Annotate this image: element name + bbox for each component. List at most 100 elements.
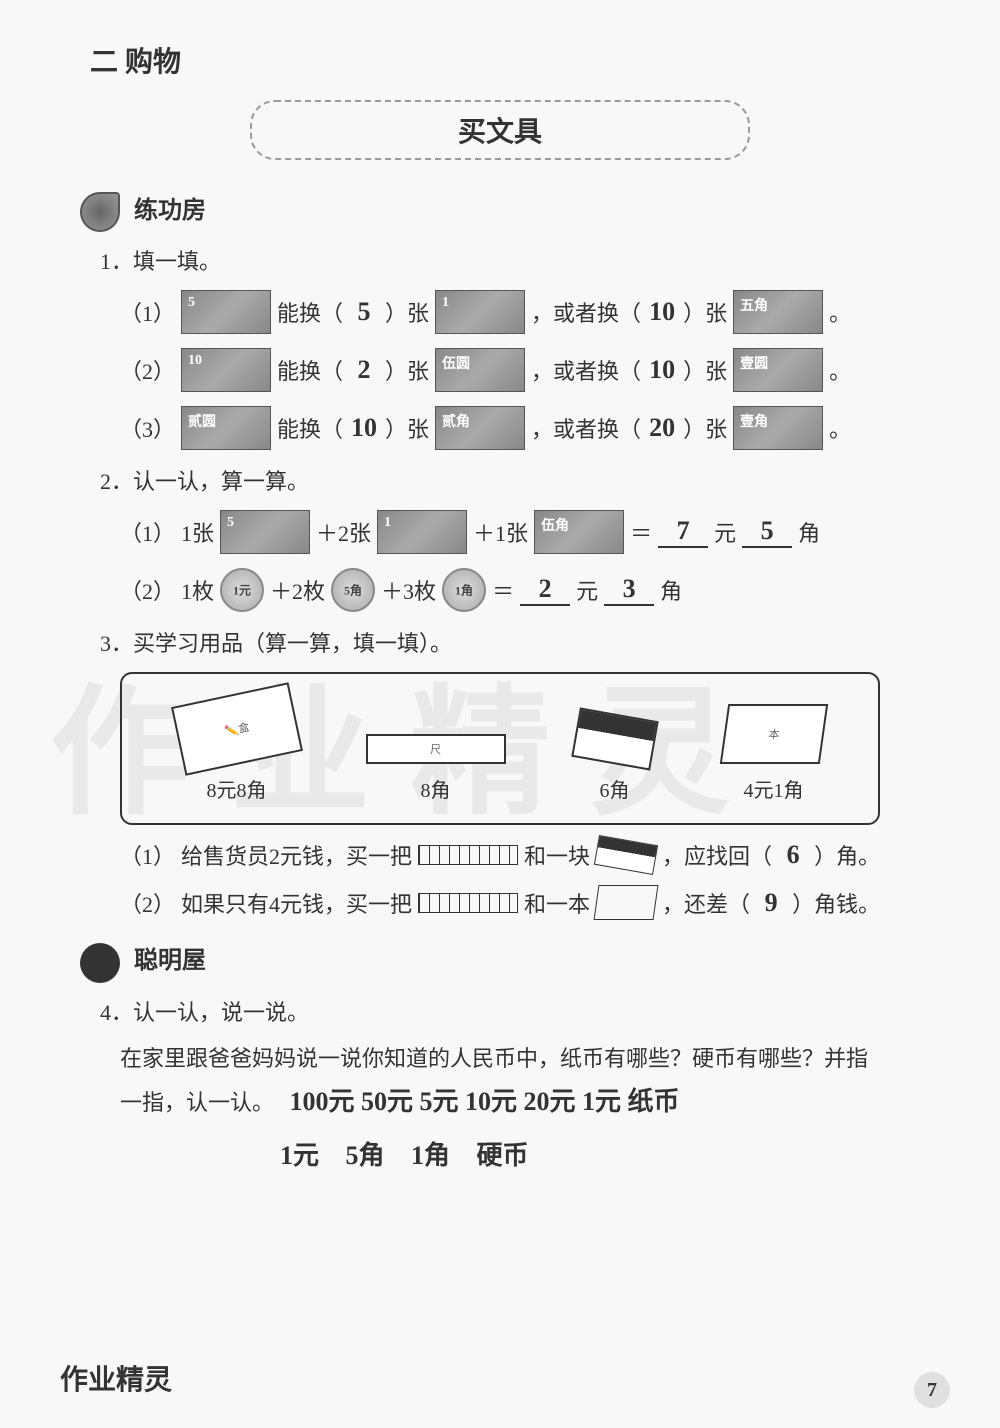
q1-stem: 1．填一填。	[100, 244, 940, 276]
text: 如果只有4元钱，买一把	[181, 887, 412, 919]
banknote-icon	[733, 290, 823, 334]
text: 和一块	[524, 839, 590, 871]
banknote-icon	[534, 510, 624, 554]
snail-icon	[80, 192, 120, 232]
text: ，应找回（	[662, 839, 772, 871]
text: 。	[829, 296, 851, 328]
q1-row-1: （1） 能换（ 5 ）张 ，或者换（ 10 ）张 。	[120, 290, 940, 334]
eraser-icon	[594, 836, 658, 876]
text: ）张	[683, 296, 727, 328]
coin-icon	[220, 568, 264, 612]
text: ＋2枚	[270, 574, 325, 606]
text: ＝	[630, 516, 652, 548]
unit: 元	[576, 574, 598, 606]
unit: 角	[660, 574, 682, 606]
items-box: ✏️盒 8元8角 尺 8角 6角 本 4元1角	[120, 672, 880, 825]
q1-r2-idx: （2）	[120, 354, 175, 386]
section-1-header: 练功房	[80, 190, 940, 232]
page-title: 买文具	[250, 100, 750, 160]
price: 8元8角	[177, 774, 297, 803]
text: ）张	[385, 412, 429, 444]
answer: 3	[604, 574, 654, 606]
q3-sub1: （1） 给售货员2元钱，买一把 和一块 ，应找回（ 6 ）角。	[120, 839, 940, 871]
banknote-icon	[181, 290, 271, 334]
book-icon: 本	[719, 704, 827, 764]
answer: 2	[349, 355, 379, 385]
text: 能换（	[277, 354, 343, 386]
banknote-icon	[733, 406, 823, 450]
answer: 5	[742, 516, 792, 548]
item-book: 本 4元1角	[724, 704, 824, 803]
answer: 10	[647, 355, 677, 385]
banknote-icon	[435, 406, 525, 450]
ruler-icon: 尺	[366, 734, 506, 764]
answer: 2	[520, 574, 570, 606]
text: 。	[829, 354, 851, 386]
text: ，或者换（	[531, 412, 641, 444]
banknote-icon	[435, 290, 525, 334]
text: 能换（	[277, 412, 343, 444]
q2-row-2: （2） 1枚 ＋2枚 ＋3枚 ＝ 2 元 3 角	[120, 568, 940, 612]
text: 和一本	[524, 887, 590, 919]
section-1-label: 练功房	[134, 198, 206, 224]
banknote-icon	[435, 348, 525, 392]
idx: （1）	[120, 839, 175, 871]
text: 。	[829, 412, 851, 444]
idx: （2）	[120, 887, 175, 919]
answer: 7	[658, 516, 708, 548]
answer: 10	[349, 413, 379, 443]
text: ，或者换（	[531, 296, 641, 328]
banknote-icon	[220, 510, 310, 554]
banknote-icon	[377, 510, 467, 554]
q2-row-1: （1） 1张 ＋2张 ＋1张 ＝ 7 元 5 角	[120, 510, 940, 554]
answer: 5	[349, 297, 379, 327]
q4-stem: 4．认一认，说一说。	[100, 995, 940, 1027]
banknote-icon	[181, 348, 271, 392]
price: 6角	[575, 774, 655, 803]
ruler-icon	[418, 845, 518, 865]
text: ＋2张	[316, 516, 371, 548]
text: ，还差（	[662, 887, 750, 919]
unit: 元	[714, 516, 736, 548]
text: ）角钱。	[792, 887, 880, 919]
text: 能换（	[277, 296, 343, 328]
q1-r3-idx: （3）	[120, 412, 175, 444]
text: ）张	[385, 354, 429, 386]
text: ）角。	[814, 839, 880, 871]
section-2-header: 聪明屋	[80, 940, 940, 982]
item-eraser: 6角	[575, 714, 655, 803]
price: 8角	[366, 774, 506, 803]
q1-r1-idx: （1）	[120, 296, 175, 328]
text: 1枚	[181, 574, 214, 606]
coin-icon	[442, 568, 486, 612]
chapter-title: 二 购物	[90, 40, 940, 80]
item-pencilcase: ✏️盒 8元8角	[177, 694, 297, 803]
banknote-icon	[733, 348, 823, 392]
ant-icon	[80, 943, 120, 983]
unit: 角	[798, 516, 820, 548]
q2-stem: 2．认一认，算一算。	[100, 464, 940, 496]
text: ＋3枚	[381, 574, 436, 606]
page-number: 7	[914, 1372, 950, 1408]
text: ）张	[683, 412, 727, 444]
answer: 10	[647, 297, 677, 327]
handwritten-answer-2: 1元 5角 1角 硬币	[280, 1135, 880, 1172]
text: ＋1张	[473, 516, 528, 548]
answer: 20	[647, 413, 677, 443]
idx: （1）	[120, 516, 175, 548]
book-icon	[594, 885, 659, 920]
text: ＝	[492, 574, 514, 606]
section-2-label: 聪明屋	[134, 948, 206, 974]
q3-stem: 3．买学习用品（算一算，填一填）。	[100, 626, 940, 658]
eraser-icon	[571, 708, 658, 771]
text: ）张	[683, 354, 727, 386]
q1-row-2: （2） 能换（ 2 ）张 ，或者换（ 10 ）张 。	[120, 348, 940, 392]
ruler-icon	[418, 893, 518, 913]
footer-handwriting: 作业精灵	[60, 1358, 172, 1398]
text: ，或者换（	[531, 354, 641, 386]
pencilcase-icon: ✏️盒	[171, 683, 303, 776]
handwritten-answer: 100元 50元 5元 10元 20元 1元 纸币	[290, 1079, 680, 1126]
text: 1张	[181, 516, 214, 548]
text: 给售货员2元钱，买一把	[181, 839, 412, 871]
q3-sub2: （2） 如果只有4元钱，买一把 和一本 ，还差（ 9 ）角钱。	[120, 885, 940, 920]
